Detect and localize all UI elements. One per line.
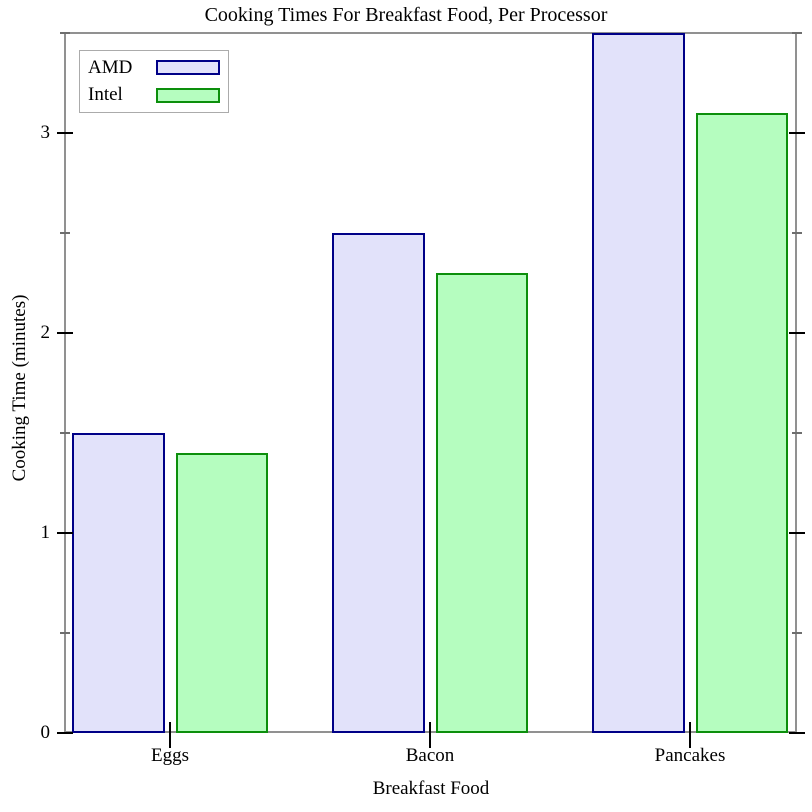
- bar-amd-pancakes: [592, 33, 685, 733]
- x-tick-label-pancakes: Pancakes: [654, 745, 726, 766]
- plot-area: [64, 32, 797, 733]
- x-axis-label: Breakfast Food: [372, 778, 490, 799]
- y-tick-label: 0: [40, 722, 51, 743]
- y-axis-minor-tick: [60, 232, 70, 234]
- y-axis-major-tick: [57, 532, 73, 534]
- y-axis-minor-tick-right: [792, 432, 802, 434]
- bar-amd-eggs: [72, 433, 165, 733]
- x-tick-label-bacon: Bacon: [405, 745, 455, 766]
- y-axis-minor-tick: [60, 32, 70, 34]
- y-axis-major-tick: [57, 732, 73, 734]
- legend-entry-intel: Intel: [88, 82, 220, 108]
- bar-intel-pancakes: [696, 113, 788, 733]
- y-axis-minor-tick-right: [792, 232, 802, 234]
- y-axis-minor-tick-right: [792, 632, 802, 634]
- y-axis-major-tick: [57, 132, 73, 134]
- y-axis-major-tick-right: [789, 732, 805, 734]
- y-axis-major-tick: [57, 332, 73, 334]
- x-axis-tick: [429, 722, 431, 748]
- legend-label-intel: Intel: [88, 84, 123, 106]
- legend-swatch-amd: [156, 60, 220, 76]
- x-axis-tick: [689, 722, 691, 748]
- legend-entry-amd: AMD: [88, 55, 220, 81]
- bar-amd-bacon: [332, 233, 425, 733]
- y-axis-major-tick-right: [789, 132, 805, 134]
- x-axis-tick: [169, 722, 171, 748]
- y-tick-label: 3: [40, 122, 51, 143]
- bar-intel-eggs: [176, 453, 268, 733]
- y-tick-label: 1: [40, 522, 51, 543]
- y-axis-minor-tick: [60, 632, 70, 634]
- y-tick-label: 2: [40, 322, 51, 343]
- x-tick-label-eggs: Eggs: [151, 745, 189, 766]
- legend-swatch-intel: [156, 87, 220, 103]
- legend-label-amd: AMD: [88, 56, 133, 78]
- bar-intel-bacon: [436, 273, 528, 733]
- y-axis-major-tick-right: [789, 532, 805, 534]
- y-axis-major-tick-right: [789, 332, 805, 334]
- legend: AMD Intel: [79, 50, 229, 113]
- y-axis-minor-tick-right: [792, 32, 802, 34]
- chart-title: Cooking Times For Breakfast Food, Per Pr…: [204, 4, 608, 26]
- y-axis-minor-tick: [60, 432, 70, 434]
